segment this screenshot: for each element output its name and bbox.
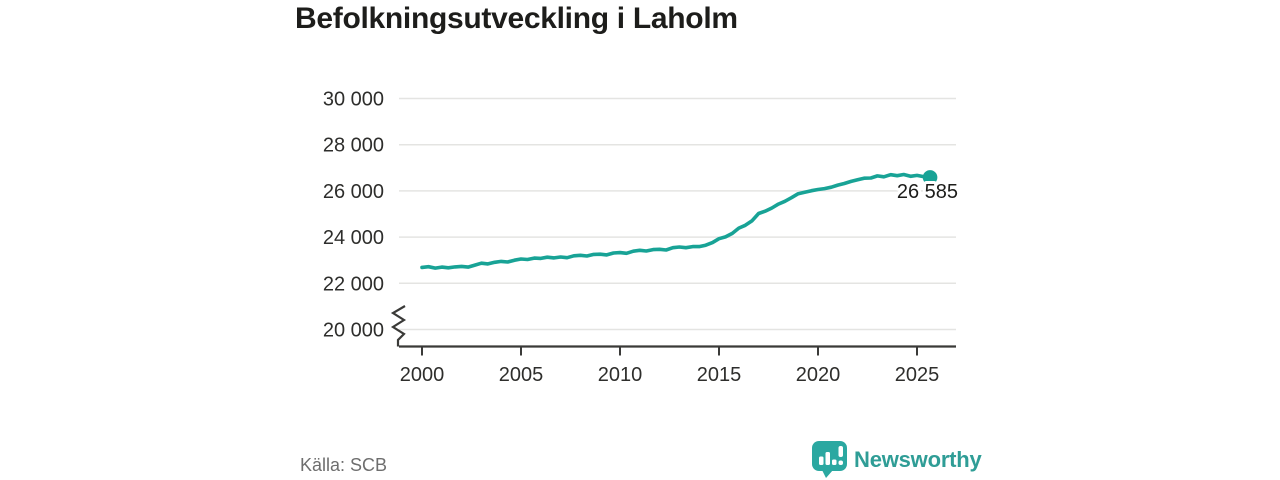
svg-text:2020: 2020: [796, 364, 841, 386]
svg-text:2010: 2010: [598, 364, 643, 386]
svg-text:2005: 2005: [499, 364, 544, 386]
newsworthy-logo: Newsworthy: [812, 441, 982, 478]
svg-text:2025: 2025: [895, 364, 940, 386]
source-attribution: Källa: SCB: [300, 455, 388, 475]
svg-text:2000: 2000: [400, 364, 445, 386]
svg-text:26 000: 26 000: [323, 181, 384, 203]
latest-point-marker: [922, 170, 938, 185]
svg-text:2015: 2015: [697, 364, 742, 386]
chart-title: Befolkningsutveckling i Laholm: [295, 2, 738, 35]
x-tick-labels: 2000 2005 2010 2015 2020 2025: [400, 364, 940, 386]
svg-text:22 000: 22 000: [323, 273, 384, 295]
y-axis-break-icon: [390, 305, 407, 347]
svg-text:30 000: 30 000: [323, 89, 384, 111]
population-line: [420, 172, 932, 270]
svg-text:20 000: 20 000: [323, 320, 384, 342]
latest-value-label: 26 585: [897, 181, 958, 203]
newsworthy-bubble-chart-icon: [812, 441, 847, 478]
newsworthy-wordmark: Newsworthy: [854, 446, 982, 472]
y-gridlines: [399, 97, 956, 331]
x-axis: [399, 345, 956, 356]
svg-text:24 000: 24 000: [323, 227, 384, 249]
y-tick-labels: 20 000 22 000 24 000 26 000 28 000 30 000: [323, 89, 384, 342]
svg-text:28 000: 28 000: [323, 135, 384, 157]
